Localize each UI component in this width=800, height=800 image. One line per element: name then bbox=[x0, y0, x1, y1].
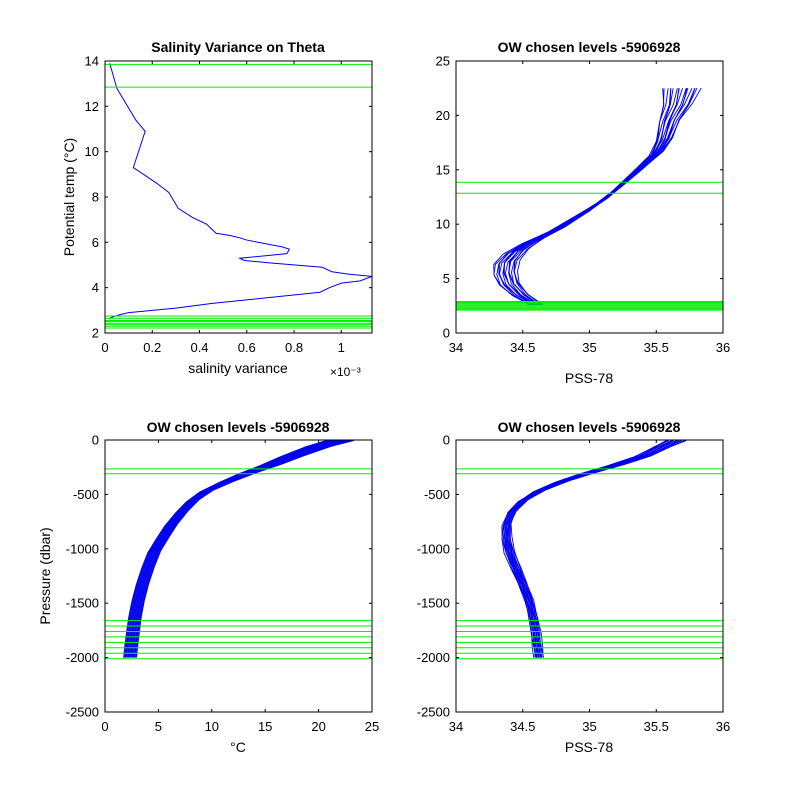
y-tick-label: 10 bbox=[85, 144, 99, 159]
data-layer bbox=[105, 440, 372, 660]
y-tick-label: -1500 bbox=[417, 596, 450, 611]
panel-title: OW chosen levels -5906928 bbox=[147, 419, 330, 435]
x-tick-label: 35.5 bbox=[644, 340, 669, 355]
y-tick-label: -500 bbox=[424, 487, 450, 502]
x-axis-label: PSS-78 bbox=[565, 370, 613, 386]
y-tick-label: -2500 bbox=[417, 705, 450, 720]
panel-title: Salinity Variance on Theta bbox=[151, 39, 325, 55]
y-tick-label: 15 bbox=[436, 162, 450, 177]
profile-line bbox=[136, 440, 354, 658]
x-tick-label: 5 bbox=[155, 719, 162, 734]
y-tick-label: 12 bbox=[85, 99, 99, 114]
y-tick-label: 6 bbox=[92, 235, 99, 250]
profile-line bbox=[510, 87, 693, 306]
plot-area: 0 5 10 15 20 25 -2500 -2000 -1500 -1000 -500 0 bbox=[66, 433, 379, 735]
y-tick-label: -2500 bbox=[66, 705, 99, 720]
x-axis-label: PSS-78 bbox=[565, 739, 613, 755]
y-tick-label: 8 bbox=[92, 190, 99, 205]
y-tick-label: 4 bbox=[92, 280, 99, 295]
x-tick-label: 36 bbox=[716, 340, 730, 355]
y-tick-label: -500 bbox=[73, 487, 99, 502]
y-tick-label: 5 bbox=[443, 271, 450, 286]
profile-line bbox=[506, 440, 682, 658]
y-tick-label: 10 bbox=[436, 217, 450, 232]
x-tick-label: 34 bbox=[449, 340, 463, 355]
data-layer bbox=[456, 87, 723, 311]
x-axis-label: °C bbox=[230, 739, 246, 755]
x-tick-label: 0.4 bbox=[190, 340, 208, 355]
y-tick-label: 25 bbox=[436, 54, 450, 69]
y-tick-label: 0 bbox=[443, 326, 450, 341]
panel-salinity-variance: Salinity Variance on Theta 0 0.2 0.4 0.6 0.8… bbox=[61, 39, 373, 379]
y-tick-label: -2000 bbox=[417, 650, 450, 665]
x-tick-label: 0 bbox=[101, 719, 108, 734]
x-tick-label: 35 bbox=[582, 719, 596, 734]
x-tick-label: 0.6 bbox=[238, 340, 256, 355]
x-tick-label: 35.5 bbox=[644, 719, 669, 734]
axes-box bbox=[104, 439, 373, 713]
y-tick-label: 0 bbox=[443, 433, 450, 448]
y-axis-label: Pressure (dbar) bbox=[37, 527, 53, 624]
x-tick-label: 1 bbox=[338, 340, 345, 355]
panel-title: OW chosen levels -5906928 bbox=[498, 419, 681, 435]
y-tick-label: 2 bbox=[92, 326, 99, 341]
y-tick-label: -1000 bbox=[417, 541, 450, 556]
y-tick-label: 20 bbox=[436, 108, 450, 123]
panel-theta-salinity: OW chosen levels -5906928 34 34.5 35 35.5 36… bbox=[436, 39, 731, 386]
plot-background bbox=[105, 61, 372, 333]
x-tick-label: 15 bbox=[258, 719, 272, 734]
y-tick-label: 0 bbox=[92, 433, 99, 448]
x-tick-label: 35 bbox=[582, 340, 596, 355]
x-axis-label: salinity variance bbox=[188, 360, 288, 376]
data-layer bbox=[105, 63, 372, 329]
plot-area: 34 34.5 35 35.5 36 0 5 10 15 20 25 bbox=[436, 54, 731, 356]
x-tick-label: 25 bbox=[365, 719, 379, 734]
panel-pressure-temperature: OW chosen levels -5906928 0 5 10 15 20 25 -250… bbox=[37, 419, 379, 755]
plot-background bbox=[456, 61, 723, 333]
profile-line bbox=[503, 440, 674, 658]
x-tick-label: 0.2 bbox=[143, 340, 161, 355]
x-tick-label: 10 bbox=[205, 719, 219, 734]
x-tick-label: 34.5 bbox=[510, 719, 535, 734]
plot-background bbox=[456, 440, 723, 712]
profile-line bbox=[496, 88, 669, 306]
data-layer bbox=[456, 440, 723, 660]
panel-pressure-salinity: OW chosen levels -5906928 34 34.5 35 35.5 36… bbox=[417, 419, 730, 755]
plot-area: 34 34.5 35 35.5 36 -2500 -2000 -1500 -1000 -500 0 bbox=[417, 433, 730, 735]
y-tick-label: -2000 bbox=[66, 650, 99, 665]
profile-line bbox=[501, 440, 669, 658]
profile-line bbox=[510, 440, 686, 658]
y-axis-label: Potential temp (°C) bbox=[61, 138, 77, 256]
panel-title: OW chosen levels -5906928 bbox=[498, 39, 681, 55]
profile-line bbox=[508, 440, 687, 658]
x-tick-label: 34 bbox=[449, 719, 463, 734]
x-tick-label: 20 bbox=[311, 719, 325, 734]
y-tick-label: -1500 bbox=[66, 596, 99, 611]
x-tick-label: 34.5 bbox=[510, 340, 535, 355]
x-tick-label: 0 bbox=[101, 340, 108, 355]
x-tick-label: 36 bbox=[716, 719, 730, 734]
profile-line bbox=[517, 87, 702, 306]
x-axis-exponent: ×10⁻³ bbox=[330, 365, 361, 379]
y-tick-label: -1000 bbox=[66, 541, 99, 556]
x-tick-label: 0.8 bbox=[285, 340, 303, 355]
variance-line bbox=[109, 63, 372, 320]
y-tick-label: 14 bbox=[85, 54, 99, 69]
